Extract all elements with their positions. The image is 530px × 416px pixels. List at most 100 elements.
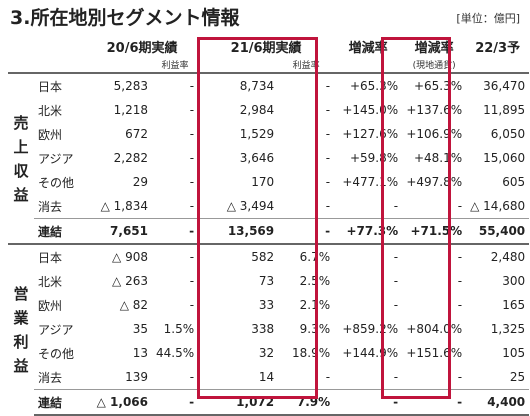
value-22-cell: 165 — [502, 298, 526, 312]
margin-21-cell: 7.9% — [278, 389, 335, 416]
region-cell: 連結 — [34, 218, 86, 244]
value-20-cell: △ 1,066 — [86, 389, 152, 416]
sales-group-char: 収 — [13, 161, 29, 180]
value-21-cell: 582 — [198, 243, 279, 269]
table-row: 営業利益日本 △ 908-582 6.7% - -2,480 — [8, 243, 530, 415]
value-22-cell: 105 — [502, 346, 526, 360]
profit-group-char: 業 — [13, 309, 29, 327]
change-cell: - — [393, 370, 399, 384]
profit-group-char: 利 — [13, 333, 29, 351]
sales-group-label: 売上収益 — [8, 73, 34, 244]
table-row: アジア 2,282 - 3,646 - +59.8% +48.1% 15,060 — [8, 146, 529, 170]
value-20-cell: △ 263 — [112, 274, 148, 288]
margin-21-cell: - — [278, 218, 335, 244]
change-local-cell: - — [457, 199, 463, 213]
value-22-cell: 2,480 — [466, 243, 530, 269]
table-row: その他 13 44.5% 32 18.9% +144.9% +151.6% 105 — [8, 341, 529, 365]
header-row: 20/6期実績 21/6期実績 増減率 増減率 22/3予 — [8, 36, 530, 56]
value-21-cell: 3,646 — [239, 151, 275, 165]
region-cell: アジア — [38, 322, 74, 337]
value-21-cell: 170 — [251, 175, 275, 189]
margin-20-cell: - — [189, 175, 195, 189]
change-cell: +77.3% — [334, 218, 403, 244]
change-cell: +144.9% — [342, 346, 399, 360]
value-22-cell: 36,470 — [483, 79, 526, 93]
value-21-cell: 32 — [258, 346, 275, 360]
value-20-cell: 35 — [132, 322, 148, 336]
subheader-row: 利益率 利益率 (現地通貨) — [8, 56, 530, 74]
region-cell: 北米 — [38, 103, 63, 118]
table-row: 消去 139 - 14 - - - 25 — [8, 365, 529, 390]
change-cell: - — [393, 199, 399, 213]
value-22-cell: 15,060 — [483, 151, 526, 165]
margin-21-cell: - — [325, 127, 331, 141]
header-20: 20/6期実績 — [86, 36, 199, 56]
value-22-cell: 4,400 — [466, 389, 530, 416]
profit-group-char: 益 — [13, 357, 29, 375]
value-21-cell: 1,072 — [198, 389, 279, 416]
profit-group-char: 営 — [13, 285, 29, 303]
table-row: 北米 1,218-2,984- +145.0% +137.6% 11,895 — [8, 98, 529, 122]
margin-20-cell: 1.5% — [163, 322, 195, 336]
change-local-cell: - — [457, 370, 463, 384]
value-20-cell: 2,282 — [113, 151, 148, 165]
value-20-cell: 139 — [125, 370, 148, 384]
value-21-cell: 13,569 — [198, 218, 279, 244]
value-20-cell: △ 1,834 — [100, 199, 148, 213]
change-local-cell: - — [402, 389, 467, 416]
margin-label-20: 利益率 — [152, 56, 199, 74]
change-cell: - — [393, 298, 399, 312]
change-local-cell: - — [457, 298, 463, 312]
change-local-cell: - — [402, 243, 467, 269]
margin-20-cell: - — [189, 151, 195, 165]
change-cell: +59.8% — [349, 151, 399, 165]
margin-20-cell: - — [152, 218, 199, 244]
page-title: 3.所在地別セグメント情報 — [10, 7, 240, 29]
change-cell: +127.6% — [342, 127, 399, 141]
change-cell: - — [334, 389, 403, 416]
change-cell: +145.0% — [342, 103, 399, 117]
change-cell: - — [393, 274, 399, 288]
header-change: 増減率 — [334, 36, 403, 56]
margin-21-cell: - — [325, 199, 331, 213]
change-cell: +65.3% — [349, 79, 399, 93]
region-cell: 消去 — [38, 370, 63, 385]
value-20-cell: △ 82 — [119, 298, 148, 312]
header-change-local-sub: (現地通貨) — [402, 56, 467, 74]
value-20-cell: 5,283 — [113, 79, 148, 93]
margin-21-cell: 18.9% — [292, 346, 331, 360]
margin-20-cell: - — [189, 298, 195, 312]
header-change-local: 増減率 — [402, 36, 467, 56]
table-row: 消去 △ 1,834- △ 3,494- - - △ 14,680 — [8, 194, 529, 219]
margin-20-cell: - — [152, 243, 199, 269]
margin-21-cell: - — [325, 175, 331, 189]
table-row: 連結 △ 1,066-1,072 7.9% - -4,400 — [8, 389, 530, 416]
change-local-cell: +804.0% — [406, 322, 463, 336]
value-22-cell: △ 14,680 — [470, 199, 526, 213]
unit-label: [単位：億円] — [456, 12, 520, 25]
value-21-cell: 1,529 — [239, 127, 275, 141]
margin-21-cell: 2.1% — [299, 298, 331, 312]
value-20-cell: △ 908 — [86, 243, 152, 269]
change-local-cell: +151.6% — [406, 346, 463, 360]
region-cell: 北米 — [38, 274, 63, 289]
margin-21-cell: 6.7% — [278, 243, 335, 269]
value-20-cell: 1,218 — [113, 103, 148, 117]
table-row: 欧州 672-1,529- +127.6% +106.9% 6,050 — [8, 122, 529, 146]
table-row: 欧州 △ 82 - 33 2.1% - - 165 — [8, 293, 529, 317]
margin-20-cell: - — [189, 370, 195, 384]
value-22-cell: 1,325 — [490, 322, 526, 336]
value-20-cell: 13 — [132, 346, 148, 360]
margin-21-cell: - — [325, 151, 331, 165]
change-local-cell: +65.3% — [413, 79, 463, 93]
margin-21-cell: - — [325, 103, 331, 117]
value-22-cell: 11,895 — [483, 103, 526, 117]
region-cell: 日本 — [34, 243, 86, 269]
change-local-cell: +71.5% — [402, 218, 467, 244]
value-21-cell: 73 — [258, 274, 275, 288]
value-22-cell: 6,050 — [490, 127, 526, 141]
change-local-cell: +48.1% — [413, 151, 463, 165]
value-22-cell: 25 — [509, 370, 526, 384]
value-20-cell: 29 — [132, 175, 148, 189]
value-20-cell: 7,651 — [86, 218, 152, 244]
